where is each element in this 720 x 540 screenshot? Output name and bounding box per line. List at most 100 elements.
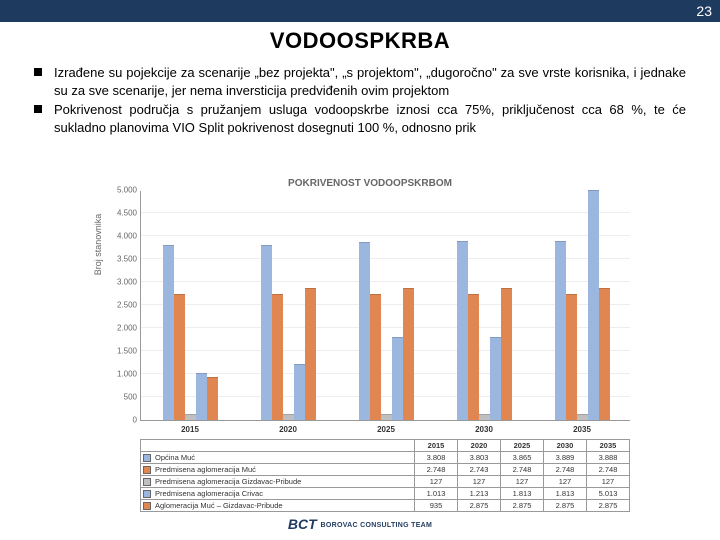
- chart-bar: [392, 337, 403, 420]
- series-name: Aglomeracija Muć – Gizdavac-Pribude: [155, 501, 283, 510]
- chart-bar: [359, 242, 370, 420]
- table-cell: 2.748: [501, 464, 544, 476]
- series-swatch-icon: [143, 502, 151, 510]
- chart-bar: [174, 294, 185, 420]
- chart-bar: [381, 414, 392, 420]
- chart-bar-group: [457, 241, 512, 420]
- table-cell: 127: [586, 476, 629, 488]
- bullet-list: Izrađene su pojekcije za scenarije „bez …: [34, 64, 686, 136]
- chart-bar: [403, 288, 414, 420]
- chart-y-tick: 2.000: [111, 324, 137, 333]
- table-cell: 3.803: [458, 452, 501, 464]
- chart-bar: [207, 377, 218, 420]
- table-cell: 2.743: [458, 464, 501, 476]
- table-cell: 2.875: [586, 500, 629, 512]
- table-cell: 2.875: [501, 500, 544, 512]
- chart-data-table: 20152020202520302035Općina Muć3.8083.803…: [140, 439, 630, 512]
- table-cell: 127: [458, 476, 501, 488]
- chart-bar: [555, 241, 566, 420]
- table-row: Aglomeracija Muć – Gizdavac-Pribude9352.…: [141, 500, 630, 512]
- chart-y-axis-label: Broj stanovnika: [93, 213, 103, 275]
- chart-bar: [272, 294, 283, 420]
- chart-bar: [185, 414, 196, 420]
- series-name: Predmisena aglomeracija Gizdavac-Pribude: [155, 477, 301, 486]
- chart-y-tick: 5.000: [111, 186, 137, 195]
- chart-container: POKRIVENOST VODOOPSKRBOM Broj stanovnika…: [110, 178, 630, 508]
- chart-x-tick: 2030: [475, 425, 493, 434]
- chart-bar: [588, 190, 599, 420]
- chart-bar-group: [359, 242, 414, 420]
- logo-sub: BOROVAC CONSULTING TEAM: [321, 522, 433, 529]
- series-swatch-icon: [143, 490, 151, 498]
- series-name: Predmisena aglomeracija Crivac: [155, 489, 263, 498]
- series-swatch-icon: [143, 466, 151, 474]
- table-cell: 2.748: [543, 464, 586, 476]
- chart-y-tick: 4.000: [111, 232, 137, 241]
- chart-y-tick: 3.500: [111, 255, 137, 264]
- chart-x-tick: 2020: [279, 425, 297, 434]
- bullet-text: Izrađene su pojekcije za scenarije „bez …: [54, 64, 686, 99]
- page-title: VODOOSPKRBA: [0, 28, 720, 54]
- chart-bar: [501, 288, 512, 420]
- bullet-text: Pokrivenost područja s pružanjem usluga …: [54, 101, 686, 136]
- table-cell: 3.808: [415, 452, 458, 464]
- table-row: Općina Muć 3.8083.8033.8653.8893.888: [141, 452, 630, 464]
- chart-bar-group: [555, 190, 610, 420]
- chart-x-tick: 2015: [181, 425, 199, 434]
- table-cell: 3.888: [586, 452, 629, 464]
- table-cell: 1.813: [543, 488, 586, 500]
- table-cell: 2.748: [415, 464, 458, 476]
- chart-bar: [577, 414, 588, 420]
- table-cell: 3.889: [543, 452, 586, 464]
- chart-bar: [479, 414, 490, 420]
- bullet-item: Pokrivenost područja s pružanjem usluga …: [34, 101, 686, 136]
- table-cell: 127: [501, 476, 544, 488]
- chart-x-tick: 2035: [573, 425, 591, 434]
- bullet-item: Izrađene su pojekcije za scenarije „bez …: [34, 64, 686, 99]
- chart-bar: [468, 294, 479, 420]
- chart-title: POKRIVENOST VODOOPSKRBOM: [110, 178, 630, 189]
- chart-bar: [490, 337, 501, 420]
- table-cell: 2.748: [586, 464, 629, 476]
- table-cell: 2.875: [543, 500, 586, 512]
- table-cell: 127: [415, 476, 458, 488]
- table-cell: 127: [543, 476, 586, 488]
- chart-y-tick: 3.000: [111, 278, 137, 287]
- chart-y-tick: 2.500: [111, 301, 137, 310]
- chart-y-tick: 4.500: [111, 209, 137, 218]
- chart-bar: [457, 241, 468, 420]
- table-row: Predmisena aglomeracija Crivac1.0131.213…: [141, 488, 630, 500]
- page-number: 23: [696, 0, 712, 22]
- chart-bar: [283, 414, 294, 420]
- bullet-square-icon: [34, 105, 42, 113]
- chart-y-tick: 1.000: [111, 370, 137, 379]
- chart-y-tick: 0: [111, 416, 137, 425]
- bullet-square-icon: [34, 68, 42, 76]
- logo-main: BCT: [288, 516, 317, 532]
- series-swatch-icon: [143, 454, 151, 462]
- footer-logo: BCT BOROVAC CONSULTING TEAM: [0, 516, 720, 534]
- chart-bar: [566, 294, 577, 420]
- chart-bar: [599, 288, 610, 420]
- series-name: Općina Muć: [155, 453, 195, 462]
- chart-bar: [370, 294, 381, 420]
- top-bar: 23: [0, 0, 720, 22]
- table-cell: 2.875: [458, 500, 501, 512]
- chart-bar-group: [163, 245, 218, 420]
- table-row: Predmisena aglomeracija Gizdavac-Pribude…: [141, 476, 630, 488]
- chart-bar: [163, 245, 174, 420]
- chart-bar: [261, 245, 272, 420]
- table-cell: 1.013: [415, 488, 458, 500]
- series-name: Predmisena aglomeracija Muć: [155, 465, 256, 474]
- chart-plot-area: Broj stanovnika 05001.0001.5002.0002.500…: [140, 191, 630, 421]
- chart-x-tick: 2025: [377, 425, 395, 434]
- chart-bar: [196, 373, 207, 420]
- table-cell: 3.865: [501, 452, 544, 464]
- table-cell: 5.013: [586, 488, 629, 500]
- chart-bar-group: [261, 245, 316, 420]
- logo: BCT BOROVAC CONSULTING TEAM: [288, 516, 432, 532]
- series-swatch-icon: [143, 478, 151, 486]
- table-cell: 935: [415, 500, 458, 512]
- chart-y-tick: 500: [111, 393, 137, 402]
- table-row: Predmisena aglomeracija Muć2.7482.7432.7…: [141, 464, 630, 476]
